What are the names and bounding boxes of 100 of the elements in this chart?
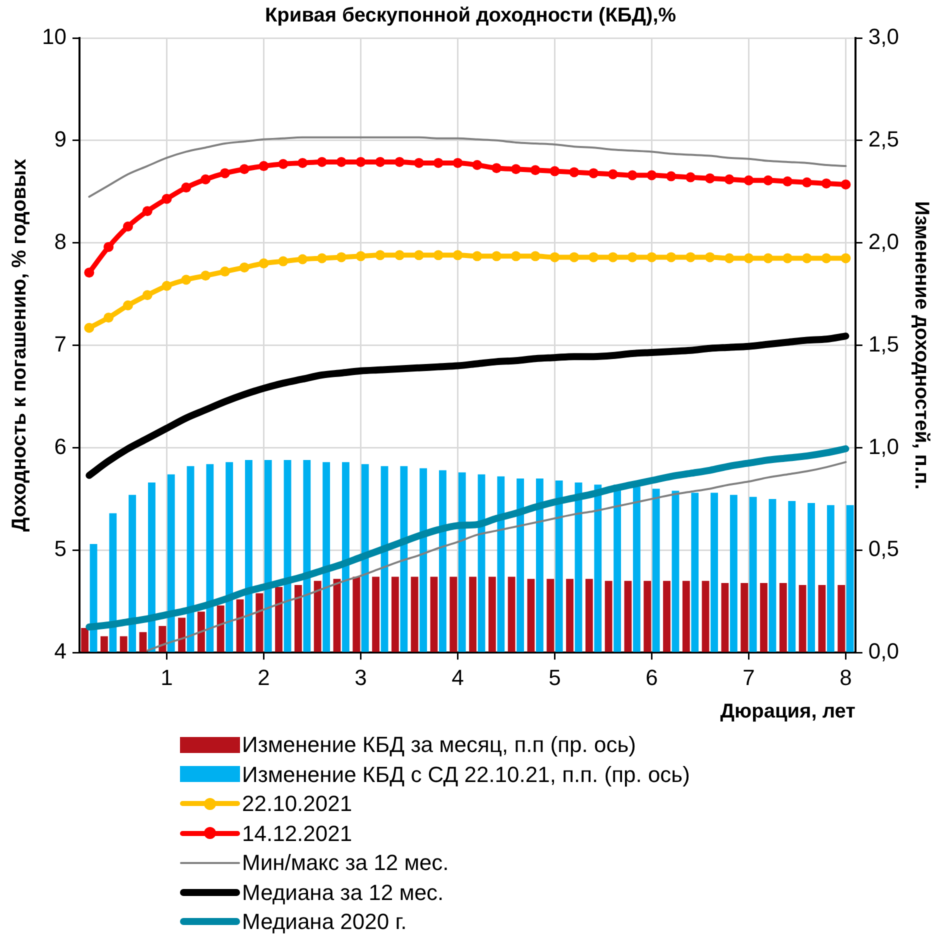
point bbox=[298, 254, 308, 264]
bar bbox=[846, 505, 854, 652]
x-axis-title: Дюрация, лет bbox=[720, 700, 856, 723]
bar bbox=[740, 582, 748, 652]
bar bbox=[682, 580, 690, 652]
point bbox=[122, 300, 133, 310]
bar bbox=[730, 494, 738, 652]
point bbox=[336, 252, 346, 262]
bar bbox=[264, 460, 272, 652]
bar bbox=[197, 612, 205, 652]
bar bbox=[109, 513, 117, 652]
point bbox=[414, 250, 424, 260]
point bbox=[278, 256, 288, 266]
point bbox=[646, 252, 657, 262]
point bbox=[220, 168, 230, 178]
bar bbox=[284, 460, 292, 652]
point bbox=[510, 251, 521, 262]
point bbox=[394, 250, 405, 260]
bar bbox=[585, 578, 593, 652]
bar bbox=[768, 498, 776, 652]
point bbox=[744, 175, 754, 186]
bar bbox=[303, 460, 311, 652]
bar bbox=[566, 578, 574, 652]
y2-tick-label: 2,5 bbox=[868, 126, 900, 152]
bar bbox=[420, 468, 428, 652]
bar bbox=[148, 482, 156, 652]
bar bbox=[536, 478, 544, 652]
bar bbox=[604, 580, 612, 652]
bar bbox=[702, 580, 710, 652]
point bbox=[704, 173, 715, 184]
bar bbox=[275, 587, 282, 652]
point bbox=[375, 156, 386, 167]
bar bbox=[546, 578, 554, 652]
bar bbox=[710, 492, 718, 652]
point bbox=[821, 253, 832, 264]
point bbox=[550, 166, 560, 176]
point bbox=[588, 252, 599, 262]
bar bbox=[760, 582, 768, 652]
point bbox=[104, 312, 114, 323]
point bbox=[375, 250, 386, 260]
bar bbox=[333, 578, 341, 652]
bar bbox=[838, 584, 846, 652]
bar bbox=[216, 605, 224, 652]
point bbox=[782, 176, 793, 186]
point bbox=[704, 252, 715, 262]
bar bbox=[652, 488, 660, 652]
point bbox=[239, 164, 250, 174]
x-tick-label: 6 bbox=[646, 664, 658, 690]
bar bbox=[439, 470, 446, 652]
point bbox=[646, 170, 657, 180]
point bbox=[802, 253, 812, 264]
legend-label: 14.12.2021 bbox=[242, 820, 352, 848]
point bbox=[627, 252, 638, 262]
x-tick-label: 2 bbox=[258, 664, 270, 690]
bar bbox=[527, 578, 535, 652]
bar bbox=[488, 576, 496, 652]
point bbox=[394, 156, 405, 167]
point bbox=[122, 221, 133, 232]
point bbox=[200, 270, 211, 281]
bar bbox=[352, 576, 360, 652]
point bbox=[142, 206, 152, 216]
point bbox=[763, 253, 774, 264]
bar bbox=[245, 460, 252, 652]
point bbox=[142, 290, 152, 300]
bar bbox=[788, 501, 796, 652]
point bbox=[472, 160, 482, 170]
point bbox=[492, 251, 502, 262]
point bbox=[220, 266, 230, 277]
point bbox=[744, 253, 754, 264]
bar bbox=[749, 496, 757, 652]
x-tick-label: 5 bbox=[548, 664, 561, 690]
point bbox=[686, 172, 696, 182]
legend-label: Изменение КБД за месяц, п.п (пр. ось) bbox=[242, 731, 636, 759]
point bbox=[433, 250, 444, 260]
point bbox=[162, 280, 172, 291]
x-tick-label: 7 bbox=[742, 664, 755, 690]
legend-label: Медиана 2020 г. bbox=[242, 908, 407, 936]
bar bbox=[226, 462, 234, 652]
y2-tick-label: 1,0 bbox=[868, 434, 900, 459]
point bbox=[510, 164, 521, 174]
bar bbox=[342, 462, 350, 652]
point bbox=[258, 258, 269, 268]
bar bbox=[721, 582, 729, 652]
point bbox=[162, 194, 172, 204]
point bbox=[569, 252, 580, 262]
point bbox=[627, 170, 638, 180]
bar bbox=[808, 503, 815, 652]
point bbox=[433, 158, 444, 168]
bar bbox=[322, 462, 330, 652]
bar bbox=[380, 466, 388, 652]
y-tick-label: 6 bbox=[54, 434, 66, 459]
point bbox=[239, 262, 250, 272]
point bbox=[550, 252, 560, 262]
bar bbox=[186, 466, 194, 652]
bar bbox=[779, 582, 787, 652]
point bbox=[258, 161, 269, 172]
chart-title: Кривая бескупонной доходности (КБД),% bbox=[264, 4, 676, 27]
bar bbox=[644, 580, 652, 652]
bar bbox=[400, 466, 408, 652]
y-tick-label: 5 bbox=[54, 536, 66, 562]
